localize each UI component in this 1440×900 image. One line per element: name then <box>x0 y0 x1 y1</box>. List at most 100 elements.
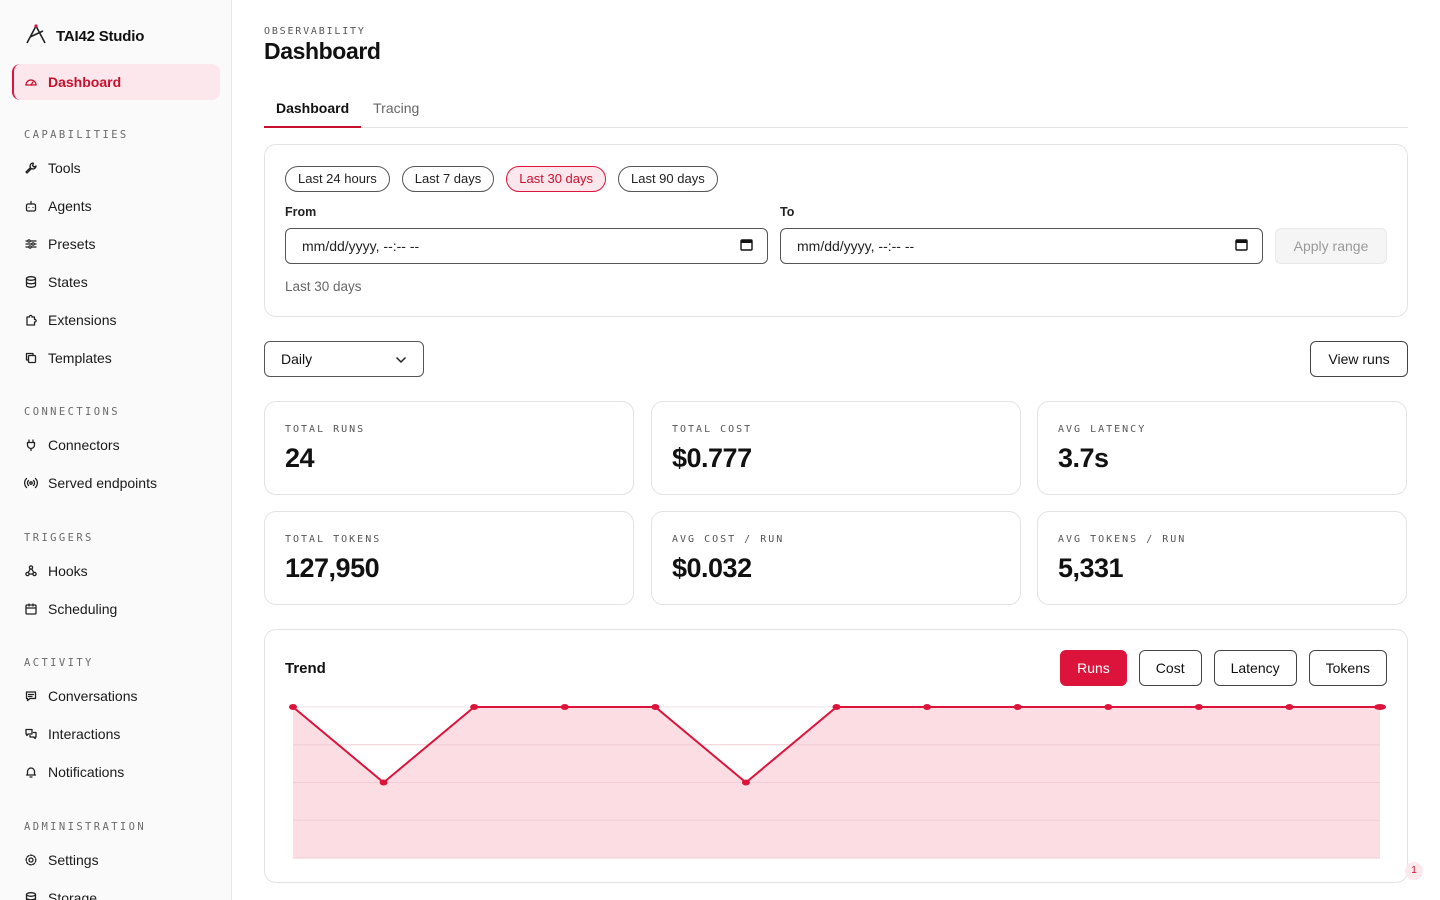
sidebar-item-interactions[interactable]: Interactions <box>12 716 220 752</box>
sidebar-item-label: Storage <box>48 890 98 900</box>
gauge-icon <box>24 75 38 89</box>
sidebar-section: CAPABILITIES Tools Agents Presets States Exte… <box>0 129 231 376</box>
sidebar-item-label: Served endpoints <box>48 475 157 491</box>
sidebar-item-states[interactable]: States <box>12 264 220 300</box>
metric-latency-button[interactable]: Latency <box>1213 650 1297 686</box>
trend-card: Trend Runs Cost Latency Tokens <box>264 629 1408 883</box>
puzzle-icon <box>24 313 38 327</box>
gear-icon <box>24 853 38 867</box>
metric-runs-button[interactable]: Runs <box>1060 650 1127 686</box>
chart-data-point <box>1374 704 1386 710</box>
sidebar-item-extensions[interactable]: Extensions <box>12 302 220 338</box>
to-datetime-input[interactable]: mm/dd/yyyy, --:-- -- <box>780 228 1263 264</box>
sidebar-item-connectors[interactable]: Connectors <box>12 427 220 463</box>
trend-metric-toggle: Runs Cost Latency Tokens <box>1060 650 1387 686</box>
sidebar-item-conversations[interactable]: Conversations <box>12 678 220 714</box>
tab-dashboard[interactable]: Dashboard <box>264 90 362 128</box>
tab-tracing[interactable]: Tracing <box>373 100 420 116</box>
sidebar-item-storage[interactable]: Storage <box>12 880 220 900</box>
stat-label: Total cost <box>672 424 753 435</box>
sidebar-item-label: Conversations <box>48 688 138 704</box>
sidebar-section-label: ADMINISTRATION <box>24 821 147 833</box>
stat-card-avg-cost-run: Avg cost / run $0.032 <box>651 511 1021 605</box>
granularity-select[interactable]: Daily <box>264 341 424 377</box>
chat-bubbles-icon <box>24 727 38 741</box>
broadcast-icon <box>24 476 38 490</box>
brand-name: TAI42 Studio <box>56 27 145 45</box>
stat-value: 24 <box>285 443 315 473</box>
sidebar-item-agents[interactable]: Agents <box>12 188 220 224</box>
sidebar-section-label: ACTIVITY <box>24 657 94 669</box>
range-summary: Last 30 days <box>285 279 362 294</box>
sidebar-section: ACTIVITY Conversations Interactions Notific… <box>0 657 231 790</box>
sidebar-item-scheduling[interactable]: Scheduling <box>12 591 220 627</box>
sidebar-item-notifications[interactable]: Notifications <box>12 754 220 790</box>
stat-label: Avg tokens / run <box>1058 534 1187 545</box>
message-icon <box>24 689 38 703</box>
apply-range-button[interactable]: Apply range <box>1275 228 1387 264</box>
database-icon <box>24 275 38 289</box>
metric-tokens-button[interactable]: Tokens <box>1308 650 1387 686</box>
stat-card-total-tokens: Total tokens 127,950 <box>264 511 634 605</box>
chart-data-point <box>1013 704 1022 710</box>
stat-label: Avg cost / run <box>672 534 785 545</box>
calendar-icon[interactable] <box>740 229 753 263</box>
chart-data-point <box>470 704 479 710</box>
sidebar-item-label: Dashboard <box>48 74 122 90</box>
sidebar-item-tools[interactable]: Tools <box>12 150 220 186</box>
calendar-icon[interactable] <box>1235 229 1248 263</box>
trend-chart <box>289 704 1386 859</box>
chart-data-point <box>1194 704 1203 710</box>
stat-value: 3.7s <box>1058 443 1109 473</box>
page-title: Dashboard <box>264 38 381 64</box>
sidebar-item-settings[interactable]: Settings <box>12 842 220 878</box>
brand[interactable]: TAI42 Studio <box>0 0 231 48</box>
sidebar-item-label: States <box>48 274 88 290</box>
sidebar-item-hooks[interactable]: Hooks <box>12 553 220 589</box>
sidebar-item-label: Extensions <box>48 312 117 328</box>
chart-data-point <box>923 704 932 710</box>
sidebar: TAI42 Studio Dashboard CAPABILITIES Tools A… <box>0 0 232 900</box>
chart-data-point <box>289 704 297 710</box>
chart-data-point <box>741 779 750 786</box>
plug-icon <box>24 438 38 452</box>
sidebar-section: TRIGGERS Hooks Scheduling <box>0 532 231 627</box>
sidebar-item-templates[interactable]: Templates <box>12 340 220 376</box>
to-placeholder: mm/dd/yyyy, --:-- -- <box>797 238 915 254</box>
metric-cost-button[interactable]: Cost <box>1138 650 1202 686</box>
stat-card-avg-latency: Avg latency 3.7s <box>1037 401 1407 495</box>
main-content: OBSERVABILITY Dashboard Dashboard Tracing… <box>232 0 1440 900</box>
from-datetime-input[interactable]: mm/dd/yyyy, --:-- -- <box>285 228 768 264</box>
chart-data-point <box>379 779 388 786</box>
sidebar-item-presets[interactable]: Presets <box>12 226 220 262</box>
view-runs-button[interactable]: View runs <box>1310 341 1408 377</box>
sidebar-section-label: CAPABILITIES <box>24 129 129 141</box>
range-preset-chip[interactable]: Last 30 days <box>506 166 606 192</box>
stat-label: Avg latency <box>1058 424 1147 435</box>
trend-title: Trend <box>285 660 326 677</box>
wrench-icon <box>24 161 38 175</box>
sidebar-item-served-endpoints[interactable]: Served endpoints <box>12 465 220 501</box>
chevron-down-icon <box>395 351 407 367</box>
stat-card-avg-tokens-run: Avg tokens / run 5,331 <box>1037 511 1407 605</box>
granularity-value: Daily <box>281 351 313 367</box>
range-presets: Last 24 hours Last 7 days Last 30 days Last… <box>285 166 718 192</box>
range-preset-chip[interactable]: Last 7 days <box>401 166 495 192</box>
range-preset-chip[interactable]: Last 90 days <box>618 166 718 192</box>
stat-value: 127,950 <box>285 553 380 583</box>
chart-data-point <box>1285 704 1294 710</box>
chart-data-point <box>651 704 660 710</box>
stat-card-total-cost: Total cost $0.777 <box>651 401 1021 495</box>
range-preset-chip[interactable]: Last 24 hours <box>285 166 390 192</box>
sidebar-item-label: Agents <box>48 198 92 214</box>
sidebar-section-label: TRIGGERS <box>24 532 94 544</box>
notification-badge[interactable]: 1 <box>1405 862 1423 880</box>
calendar-icon <box>24 602 38 616</box>
stat-value: 5,331 <box>1058 553 1124 583</box>
chart-data-point <box>832 704 841 710</box>
chart-data-point <box>1104 704 1113 710</box>
sidebar-item-dashboard[interactable]: Dashboard <box>12 64 220 100</box>
stat-value: $0.777 <box>672 443 752 473</box>
sidebar-item-label: Connectors <box>48 437 120 453</box>
tab-bar: Dashboard Tracing <box>264 90 1408 128</box>
